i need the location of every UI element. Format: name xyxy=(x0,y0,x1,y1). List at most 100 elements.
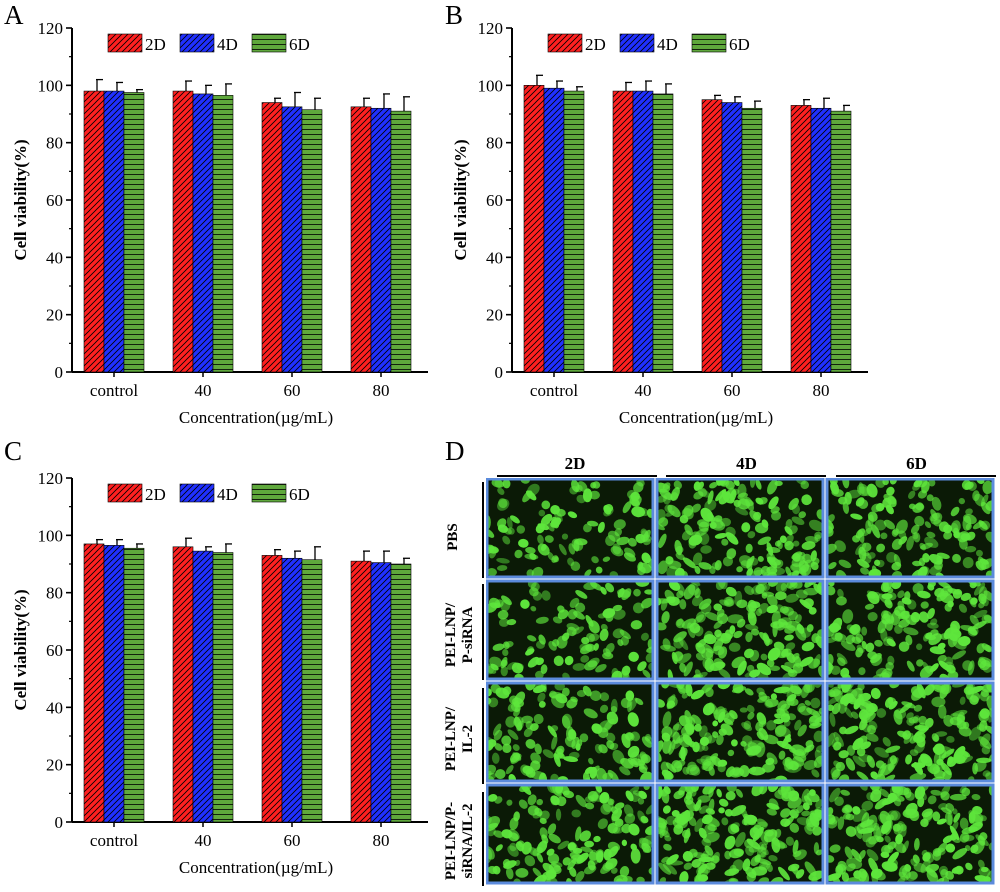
cell xyxy=(909,772,927,781)
cell xyxy=(943,524,953,534)
x-tick-label-control: control xyxy=(530,381,578,400)
cell xyxy=(746,838,761,850)
cell xyxy=(610,705,618,713)
cell xyxy=(810,810,823,818)
cell xyxy=(784,661,796,669)
cell xyxy=(971,793,981,801)
y-tick-label: 100 xyxy=(478,76,504,95)
cell xyxy=(806,822,816,832)
cell xyxy=(535,657,544,666)
cell xyxy=(501,735,512,746)
cell xyxy=(614,818,624,827)
cell xyxy=(502,535,511,545)
y-tick-label: 80 xyxy=(486,134,503,153)
cell xyxy=(682,557,696,569)
cell xyxy=(897,730,908,738)
cell xyxy=(795,589,808,599)
cell xyxy=(784,634,794,641)
cell xyxy=(904,591,911,601)
bar-6d-80 xyxy=(390,110,412,373)
cell xyxy=(758,691,768,702)
cell xyxy=(895,833,903,845)
cell xyxy=(714,629,722,638)
cell xyxy=(940,683,952,695)
cell xyxy=(662,738,672,754)
cell xyxy=(882,581,889,593)
cell xyxy=(522,490,533,503)
cell xyxy=(959,832,970,843)
bar-2d-80 xyxy=(350,106,372,373)
cell xyxy=(956,714,965,723)
bar-6d-control xyxy=(123,547,145,823)
cell xyxy=(933,770,946,779)
cell xyxy=(898,536,908,545)
cell xyxy=(489,656,503,668)
cell xyxy=(612,628,625,639)
bar-6d-60 xyxy=(301,559,323,823)
cell xyxy=(934,731,948,737)
cell xyxy=(792,540,800,547)
cell xyxy=(664,835,672,842)
cell xyxy=(641,842,652,853)
cell xyxy=(803,760,818,770)
micrograph-border xyxy=(655,579,825,681)
cell xyxy=(597,521,605,533)
cell xyxy=(585,802,595,810)
cell xyxy=(561,632,570,641)
cell xyxy=(884,697,894,708)
cell xyxy=(815,635,823,650)
cell xyxy=(733,848,744,857)
cell xyxy=(584,796,595,803)
cell xyxy=(973,609,988,619)
cell xyxy=(889,479,897,485)
cell xyxy=(835,761,846,772)
cell xyxy=(867,612,878,622)
cell xyxy=(837,657,846,666)
cell xyxy=(918,557,926,567)
cell xyxy=(736,599,748,609)
cell xyxy=(500,665,508,677)
y-tick-label: 60 xyxy=(46,641,63,660)
cell xyxy=(617,639,624,647)
cell xyxy=(536,798,543,806)
cell xyxy=(696,758,712,766)
cell xyxy=(761,592,768,599)
bar-2d-40 xyxy=(172,546,194,823)
cell xyxy=(755,608,763,617)
cell xyxy=(525,739,536,749)
cell xyxy=(851,711,859,719)
y-tick-label: 0 xyxy=(55,813,64,832)
cell xyxy=(803,598,814,608)
cell xyxy=(525,768,536,778)
cell xyxy=(952,847,968,860)
cell xyxy=(845,757,856,771)
cell xyxy=(673,638,684,649)
cell xyxy=(498,498,508,509)
cell xyxy=(765,757,775,766)
cell xyxy=(725,532,739,545)
cell xyxy=(912,503,925,513)
cell xyxy=(789,823,800,833)
cell xyxy=(536,840,548,854)
col-divider-2d xyxy=(497,475,657,477)
cell xyxy=(747,819,756,826)
cell xyxy=(627,745,640,758)
cell xyxy=(703,643,715,654)
cell xyxy=(787,796,802,809)
cell xyxy=(876,708,887,718)
cell xyxy=(622,501,632,514)
chart-c: 0 20 40 60 80 100 120 Cell viability(%) control 4… xyxy=(11,469,428,877)
row-label-pbs: PBS xyxy=(445,523,461,551)
cell xyxy=(700,545,712,554)
cell xyxy=(852,755,866,768)
cell xyxy=(510,515,520,524)
cell xyxy=(577,481,588,492)
legend-swatch-6d xyxy=(691,33,727,53)
cell xyxy=(951,821,959,832)
cell xyxy=(645,825,653,835)
cell xyxy=(570,561,581,571)
cell xyxy=(641,632,649,641)
cell xyxy=(505,765,514,775)
cell xyxy=(490,683,502,694)
cell xyxy=(867,651,878,660)
